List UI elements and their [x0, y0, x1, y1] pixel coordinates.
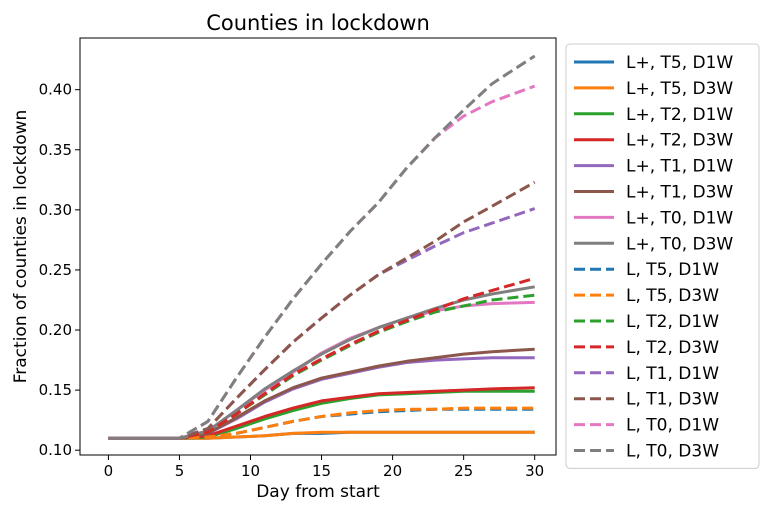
legend: L+, T5, D1W L+, T5, D3W L+, T2, D1W L+, T2,…: [565, 43, 760, 469]
legend-label: L, T0, D3W: [626, 442, 719, 462]
legend-label: L+, T5, D3W: [626, 79, 733, 99]
x-tick-label: 5: [175, 462, 185, 480]
y-axis-label: Fraction of counties in lockdown: [11, 110, 31, 384]
legend-label: L, T2, D3W: [626, 338, 719, 358]
x-tick-label: 10: [241, 462, 260, 480]
legend-label: L, T5, D1W: [626, 260, 719, 280]
y-tick-label: 0.30: [39, 201, 72, 219]
legend-label: L, T5, D3W: [626, 286, 719, 306]
legend-label: L+, T0, D3W: [626, 234, 733, 254]
series-line-12: [108, 276, 536, 440]
x-tick-label: 15: [312, 462, 331, 480]
y-tick-label: 0.10: [39, 441, 72, 459]
x-axis-label: Day from start: [256, 482, 380, 502]
y-tick-label: 0.20: [39, 321, 72, 339]
x-tick-label: 30: [525, 462, 544, 480]
legend-label: L+, T1, D3W: [626, 183, 733, 203]
legend-label: L, T0, D1W: [626, 416, 719, 436]
legend-label: L+, T0, D1W: [626, 208, 733, 228]
legend-label: L+, T2, D1W: [626, 105, 733, 125]
y-tick-label: 0.25: [39, 261, 72, 279]
x-tick-label: 0: [104, 462, 114, 480]
y-tick-label: 0.40: [39, 81, 72, 99]
series-line-4: [108, 386, 535, 440]
series-line-5: [108, 356, 535, 440]
x-axis: 0 5 10 15 20 25 30: [104, 455, 544, 480]
x-tick-label: 25: [454, 462, 473, 480]
series-line-6: [108, 347, 535, 440]
series-line-2: [108, 430, 535, 440]
x-tick-label: 20: [383, 462, 402, 480]
legend-label: L, T1, D3W: [626, 390, 719, 410]
series-line-10: [108, 406, 535, 440]
plot-lines: [108, 54, 536, 440]
legend-label: L+, T5, D1W: [626, 53, 733, 73]
legend-label: L, T1, D1W: [626, 364, 719, 384]
legend-label: L+, T1, D1W: [626, 157, 733, 177]
series-line-15: [108, 84, 536, 440]
series-line-14: [108, 180, 536, 440]
legend-frame: [565, 43, 760, 469]
y-tick-label: 0.35: [39, 141, 72, 159]
y-axis: 0.10 0.15 0.20 0.25 0.30 0.35 0.40: [39, 81, 80, 459]
series-line-16: [108, 54, 536, 440]
y-tick-label: 0.15: [39, 381, 72, 399]
plot-frame: [79, 37, 557, 456]
chart-title: Counties in lockdown: [206, 11, 430, 35]
legend-label: L, T2, D1W: [626, 312, 719, 332]
legend-label: L+, T2, D3W: [626, 131, 733, 151]
